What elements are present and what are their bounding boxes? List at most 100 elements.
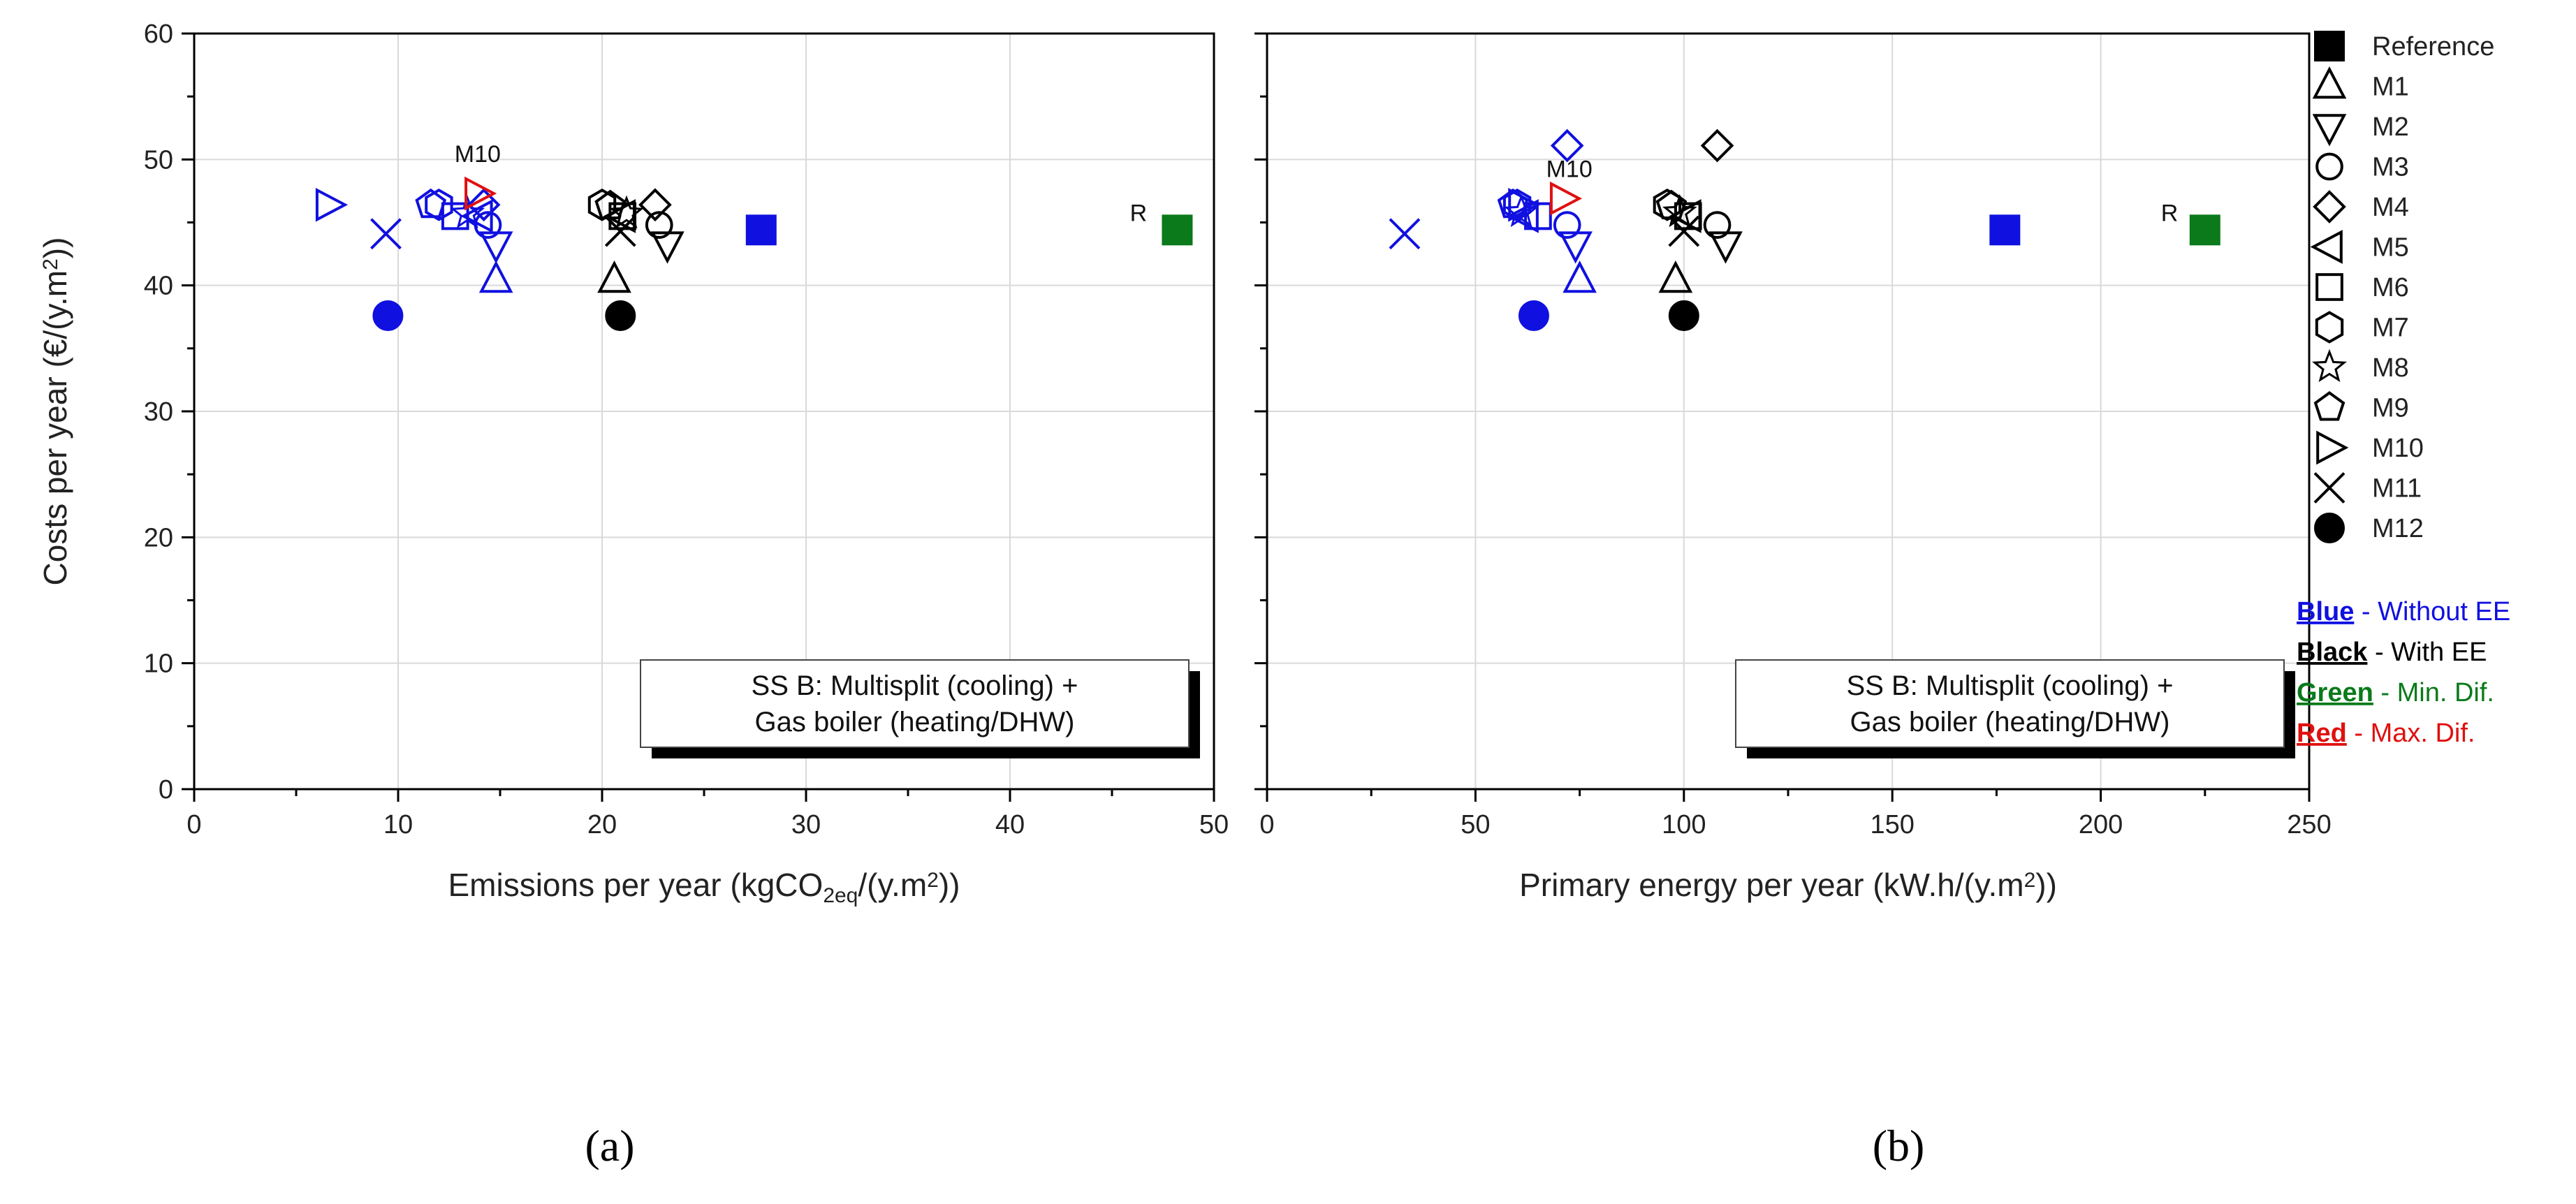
note-line: SS B: Multisplit (cooling) + xyxy=(1847,670,2174,701)
legend-entry: M10 xyxy=(2316,430,2424,465)
data-point-m11-blue xyxy=(370,218,402,250)
data-point-m8-black xyxy=(609,195,644,229)
legend-marker-m4 xyxy=(2313,190,2346,223)
point-annotation: M10 xyxy=(455,141,501,168)
legend-marker-m5 xyxy=(2310,230,2343,264)
data-points xyxy=(315,176,1193,331)
x-tick-label: 0 xyxy=(186,810,201,839)
x-tick-label: 30 xyxy=(791,810,821,839)
y-axis-title: Costs per year (€/(y.m2)) xyxy=(37,237,73,586)
legend-entry: M2 xyxy=(2312,112,2409,147)
x-axis-title: Emissions per year (kgCO2eq/(y.m2)) xyxy=(448,867,960,907)
legend-label: M9 xyxy=(2372,394,2409,423)
legend-marker-m7 xyxy=(2315,311,2344,344)
legend-label: Reference xyxy=(2372,32,2494,61)
x-tick-label: 100 xyxy=(1662,810,1706,839)
data-point-m12-blue xyxy=(1518,300,1549,331)
data-point-m1-black xyxy=(1658,260,1693,293)
legend-entry: Reference xyxy=(2314,31,2494,61)
system-note-box: SS B: Multisplit (cooling) + Gas boiler (… xyxy=(1735,659,2295,758)
data-point-m3-blue xyxy=(1553,211,1581,239)
x-tick-label: 20 xyxy=(587,810,617,839)
data-point-m10-blue xyxy=(1508,187,1541,222)
y-tick-label: 30 xyxy=(144,397,173,427)
legend-label: M5 xyxy=(2372,233,2409,263)
legend-marker-reference xyxy=(2314,31,2345,61)
legend-marker-m8 xyxy=(2312,348,2347,383)
data-point-m12-black xyxy=(605,300,636,331)
color-key-blue: Blue - Without EE xyxy=(2297,597,2510,626)
legend-label: M11 xyxy=(2372,474,2422,504)
color-key-black: Black - With EE xyxy=(2297,638,2487,667)
y-tick-label: 60 xyxy=(144,20,173,49)
legend-label: M8 xyxy=(2372,353,2409,383)
data-point-m4-blue xyxy=(467,188,501,222)
legend-entry: M11 xyxy=(2313,472,2422,504)
data-point-m10-blue xyxy=(315,187,349,222)
panel-a-chart: 0 10 20 30 40 50 0 10 20 30 40 50 60 Emissions per ye… xyxy=(37,20,1229,907)
data-point-m11-black xyxy=(604,215,636,247)
x-tick-label: 50 xyxy=(1199,810,1229,839)
data-point-m12-blue xyxy=(372,300,404,331)
legend-marker-m10 xyxy=(2316,430,2349,465)
legend-entry: M9 xyxy=(2313,391,2409,423)
legend-label: M2 xyxy=(2372,112,2409,142)
y-tick-label: 50 xyxy=(144,145,173,175)
marker-legend: Reference M1 M2 M3 M4 M5 M6 M7 M8 M9 M10 M11 M12 xyxy=(2310,31,2494,543)
x-tick-label: 0 xyxy=(1259,810,1274,839)
x-tick-label: 250 xyxy=(2287,810,2331,839)
data-point-reference-green xyxy=(1162,214,1193,246)
data-point-m3-black xyxy=(645,211,673,239)
y-tick-label: 10 xyxy=(144,649,173,679)
data-point-m1-blue xyxy=(1563,260,1597,293)
note-line: Gas boiler (heating/DHW) xyxy=(755,707,1075,737)
data-point-m10-red xyxy=(464,176,497,211)
legend-marker-m3 xyxy=(2315,152,2343,181)
legend-label: M7 xyxy=(2372,314,2409,343)
legend-label: M1 xyxy=(2372,73,2409,102)
point-annotation: M10 xyxy=(1546,156,1593,183)
data-point-m4-black xyxy=(1700,129,1734,163)
legend-entry: M3 xyxy=(2315,152,2409,182)
y-tick-label: 40 xyxy=(144,272,173,301)
legend-marker-m9 xyxy=(2313,391,2346,421)
data-point-reference-blue xyxy=(1989,214,2021,246)
legend-label: M4 xyxy=(2372,193,2409,222)
data-point-m4-blue xyxy=(1550,129,1584,163)
y-tick-label: 0 xyxy=(159,775,173,805)
note-line: SS B: Multisplit (cooling) + xyxy=(752,670,1078,701)
data-points xyxy=(1389,129,2220,331)
legend-entry: M8 xyxy=(2312,348,2409,383)
legend-entry: M7 xyxy=(2315,311,2409,344)
x-tick-label: 10 xyxy=(383,810,413,839)
data-point-m1-blue xyxy=(478,260,513,293)
legend-label: M12 xyxy=(2372,514,2424,543)
data-point-m3-black xyxy=(1703,211,1732,239)
legend-entry: M4 xyxy=(2313,190,2409,223)
data-point-reference-blue xyxy=(745,214,777,246)
data-point-m12-black xyxy=(1668,300,1699,331)
legend-label: M10 xyxy=(2372,434,2424,463)
legend-label: M6 xyxy=(2372,273,2409,302)
system-note-box: SS B: Multisplit (cooling) + Gas boiler (… xyxy=(640,659,1200,758)
note-line: Gas boiler (heating/DHW) xyxy=(1850,707,2170,737)
color-key: Blue - Without EE Black - With EE Green - … xyxy=(2297,597,2510,748)
data-point-m10-red xyxy=(1549,181,1583,216)
data-point-m8-blue xyxy=(450,195,485,229)
x-tick-label: 150 xyxy=(1870,810,1914,839)
note-frame xyxy=(640,659,1190,748)
x-tick-label: 200 xyxy=(2079,810,2123,839)
legend-marker-m6 xyxy=(2315,273,2343,301)
data-point-reference-green xyxy=(2189,214,2220,246)
data-point-m11-blue xyxy=(1389,218,1421,250)
data-point-m4-black xyxy=(638,188,672,222)
data-point-m7-black xyxy=(587,188,617,221)
data-point-m9-black xyxy=(594,189,627,219)
point-annotation: R xyxy=(2161,200,2179,227)
panel-b-chart: 0 50 100 150 200 250 Primary energy per year (… xyxy=(1254,32,2332,903)
color-key-red: Red - Max. Dif. xyxy=(2297,719,2475,748)
data-point-m1-black xyxy=(597,260,631,293)
x-tick-label: 50 xyxy=(1461,810,1490,839)
point-annotation: R xyxy=(1130,200,1148,227)
